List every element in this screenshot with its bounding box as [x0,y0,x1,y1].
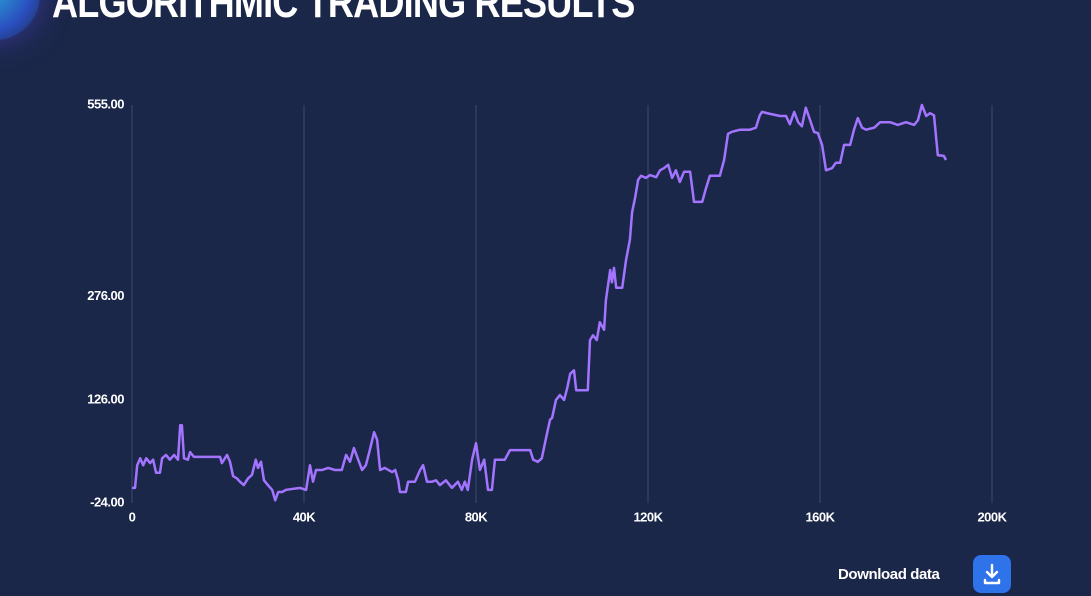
y-tick-label: 276.00 [87,288,124,303]
y-tick-label: 126.00 [87,391,124,406]
x-tick-label: 200K [977,509,1007,524]
line [132,103,948,502]
x-tick-label: 80K [465,509,488,524]
download-icon [983,563,1001,585]
x-tick-label: 40K [293,509,316,524]
y-tick-label: -24.00 [90,494,124,509]
x-tick-label: 120K [633,509,663,524]
page-title: ALGORITHMIC TRADING RESULTS [52,0,635,27]
download-button[interactable] [973,555,1011,593]
x-tick-label: 160K [805,509,835,524]
y-tick-label: 555.00 [87,96,124,111]
x-tick-label: 0 [129,509,136,524]
download-label: Download data [838,566,940,583]
